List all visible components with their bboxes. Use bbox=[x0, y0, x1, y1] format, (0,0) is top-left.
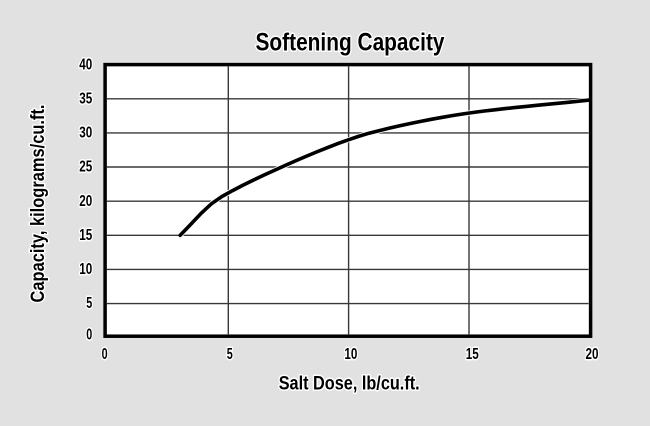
svg-text:Softening Capacity: Softening Capacity bbox=[256, 29, 445, 57]
svg-text:5: 5 bbox=[86, 295, 92, 312]
svg-text:35: 35 bbox=[79, 90, 92, 107]
svg-text:5: 5 bbox=[227, 346, 233, 363]
svg-text:40: 40 bbox=[79, 56, 92, 73]
svg-text:15: 15 bbox=[79, 227, 92, 244]
svg-text:15: 15 bbox=[466, 346, 479, 363]
svg-text:10: 10 bbox=[79, 261, 92, 278]
svg-text:20: 20 bbox=[79, 193, 92, 210]
svg-text:Capacity, kilograms/cu.ft.: Capacity, kilograms/cu.ft. bbox=[28, 105, 49, 303]
svg-text:0: 0 bbox=[102, 346, 108, 363]
svg-text:25: 25 bbox=[79, 159, 92, 176]
svg-text:0: 0 bbox=[86, 327, 92, 344]
svg-text:Salt Dose, lb/cu.ft.: Salt Dose, lb/cu.ft. bbox=[279, 374, 420, 395]
svg-text:10: 10 bbox=[344, 346, 357, 363]
svg-text:30: 30 bbox=[79, 125, 92, 142]
svg-text:20: 20 bbox=[586, 346, 599, 363]
